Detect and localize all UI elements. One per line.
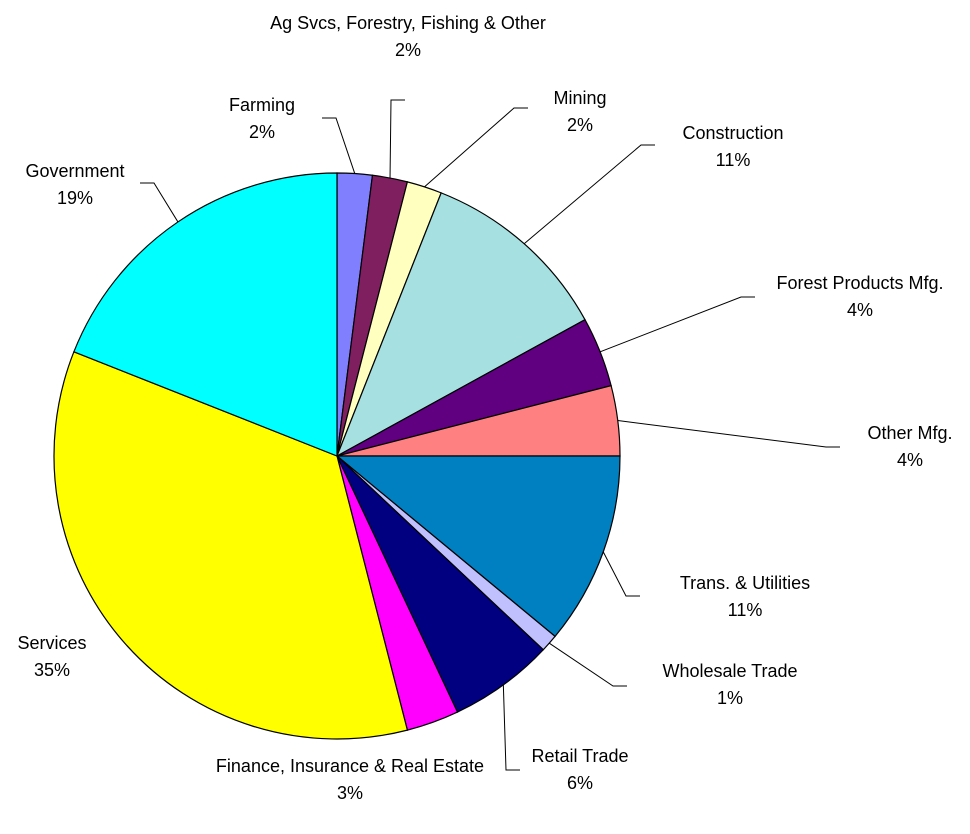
category-name: Farming: [228, 95, 295, 115]
slice-label: Finance, Insurance & Real Estate 3%: [200, 753, 500, 807]
percent-label: 1%: [716, 688, 743, 708]
percent-label: 3%: [336, 783, 363, 803]
pie-slice: [53, 351, 409, 740]
leader-line: [502, 684, 520, 771]
percent-label: 2%: [394, 40, 421, 60]
slice-label: Ag Svcs, Forestry, Fishing & Other 2%: [258, 10, 558, 64]
category-name: Services: [17, 633, 87, 653]
category-name: Forest Products Mfg.: [776, 273, 944, 293]
category-name: Retail Trade: [531, 746, 629, 766]
leader-line: [140, 182, 179, 223]
percent-label: 4%: [846, 300, 873, 320]
category-name: Mining: [553, 88, 607, 108]
percent-label: 4%: [896, 450, 923, 470]
percent-label: 2%: [566, 115, 593, 135]
category-name: Other Mfg.: [867, 423, 953, 443]
pie-slice: [73, 172, 338, 457]
slice-label: Forest Products Mfg. 4%: [745, 270, 970, 324]
slice-label: Trans. & Utilities 11%: [645, 570, 845, 624]
percent-label: 19%: [56, 188, 94, 208]
category-name: Finance, Insurance & Real Estate: [215, 756, 485, 776]
category-name: Wholesale Trade: [662, 661, 798, 681]
percent-label: 11%: [715, 150, 751, 170]
pie-slice: [335, 455, 621, 638]
category-name: Construction: [682, 123, 784, 143]
slice-label: Mining 2%: [520, 85, 640, 139]
slice-label: Other Mfg. 4%: [850, 420, 970, 474]
slice-label: Construction 11%: [653, 120, 813, 174]
leader-line: [322, 117, 356, 174]
slice-label: Wholesale Trade 1%: [630, 658, 830, 712]
leader-line: [599, 296, 755, 353]
percent-label: 11%: [727, 600, 763, 620]
leader-line: [389, 99, 405, 179]
category-name: Trans. & Utilities: [679, 573, 811, 593]
leader-line: [617, 420, 840, 448]
leader-line: [424, 107, 528, 188]
leader-line: [523, 144, 655, 245]
category-name: Government: [25, 161, 125, 181]
leader-line: [549, 642, 627, 687]
slice-label: Services 35%: [0, 630, 107, 684]
percent-label: 6%: [566, 773, 593, 793]
slice-label: Retail Trade 6%: [510, 743, 650, 797]
percent-label: 2%: [248, 122, 275, 142]
percent-label: 35%: [33, 660, 71, 680]
slice-label: Government 19%: [0, 158, 150, 212]
category-name: Ag Svcs, Forestry, Fishing & Other: [270, 13, 546, 33]
slice-label: Farming 2%: [202, 92, 322, 146]
leader-line: [602, 551, 640, 597]
